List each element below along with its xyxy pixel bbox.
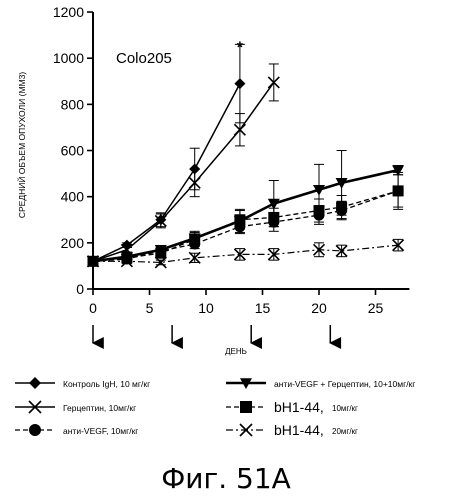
y-tick-label: 0 xyxy=(76,281,84,297)
data-point xyxy=(392,165,405,177)
y-tick-label: 1200 xyxy=(53,4,84,20)
x-tick-label: 15 xyxy=(255,300,271,316)
legend-marker xyxy=(28,400,42,414)
legend-label: Герцептин, 10мг/кг xyxy=(63,403,136,413)
legend-label: bH1-44, xyxy=(274,422,324,438)
series-line xyxy=(92,190,399,262)
y-axis-label: СРЕДНИЙ ОБЪЕМ ОПУХОЛИ (ММ3) xyxy=(16,72,27,218)
legend: Контроль IgH, 10 мг/кг Герцептин, 10мг/кг… xyxy=(15,377,415,438)
y-tick-label: 800 xyxy=(61,96,85,112)
legend-item-6: bH1-44, 20мг/кг xyxy=(226,422,358,438)
data-point xyxy=(267,76,280,89)
legend-marker xyxy=(239,423,253,437)
data-point xyxy=(233,248,246,261)
series-line xyxy=(92,168,399,263)
series-5 xyxy=(87,171,404,267)
data-point xyxy=(312,243,326,256)
data-point xyxy=(188,251,201,264)
x-tick-label: 0 xyxy=(89,300,97,316)
data-point xyxy=(234,78,246,90)
legend-marker xyxy=(240,401,252,413)
legend-label-unit: 20мг/кг xyxy=(332,427,358,436)
series-line xyxy=(92,190,399,262)
legend-marker xyxy=(29,377,41,389)
significance-annotation: * xyxy=(237,39,244,56)
data-point xyxy=(268,211,280,223)
legend-item-2: Герцептин, 10мг/кг xyxy=(15,400,136,414)
data-point xyxy=(188,176,201,189)
data-point xyxy=(335,178,348,189)
legend-label: анти-VEGF + Герцептин, 10+10мг/кг xyxy=(274,379,415,389)
data-point xyxy=(189,233,201,245)
legend-label-unit: 10мг/кг xyxy=(332,404,358,413)
data-point xyxy=(86,255,100,268)
data-point xyxy=(120,255,133,268)
data-point xyxy=(392,185,404,197)
data-point xyxy=(155,247,167,259)
dosing-arrows xyxy=(91,325,342,349)
chart-title: Colo205 xyxy=(116,50,172,67)
x-tick-label: 10 xyxy=(198,300,214,316)
x-tick-label: 20 xyxy=(311,300,327,316)
data-point xyxy=(335,244,348,257)
x-tick-label: 25 xyxy=(368,300,384,316)
y-tick-label: 200 xyxy=(61,235,85,251)
legend-label: Контроль IgH, 10 мг/кг xyxy=(63,379,150,389)
series-group xyxy=(86,43,405,269)
series-line xyxy=(92,81,275,263)
legend-marker xyxy=(29,424,41,436)
data-point xyxy=(313,205,325,217)
figure-caption: Фиг. 51А xyxy=(161,462,291,495)
legend-label: анти-VEGF, 10мг/кг xyxy=(63,426,138,436)
data-point xyxy=(336,201,348,213)
series-6 xyxy=(86,238,405,269)
data-point xyxy=(267,198,280,210)
y-tick-label: 400 xyxy=(61,189,85,205)
legend-item-1: Контроль IgH, 10 мг/кг xyxy=(15,377,150,389)
data-point xyxy=(392,239,405,252)
data-point xyxy=(154,214,167,227)
data-point xyxy=(234,214,246,226)
y-tick-label: 1000 xyxy=(53,50,84,66)
series-line xyxy=(93,244,399,264)
tick-marks: 0 200 400 600 800 1000 1200 0 5 10 15 20 25 xyxy=(53,4,384,316)
series-2 xyxy=(86,63,280,268)
legend-item-4: анти-VEGF + Герцептин, 10+10мг/кг xyxy=(226,378,415,389)
x-axis-label: ДЕНЬ xyxy=(225,347,247,356)
x-tick-label: 5 xyxy=(146,300,154,316)
legend-item-3: анти-VEGF, 10мг/кг xyxy=(15,424,138,436)
series-3 xyxy=(87,174,404,267)
data-point xyxy=(121,252,133,264)
legend-label: bH1-44, xyxy=(274,399,324,415)
y-tick-label: 600 xyxy=(61,143,85,159)
data-point xyxy=(313,184,325,196)
legend-item-5: bH1-44, 10мг/кг xyxy=(226,399,358,415)
data-point xyxy=(154,256,167,269)
data-point xyxy=(233,123,246,136)
data-point xyxy=(267,248,280,261)
legend-marker xyxy=(240,378,252,389)
